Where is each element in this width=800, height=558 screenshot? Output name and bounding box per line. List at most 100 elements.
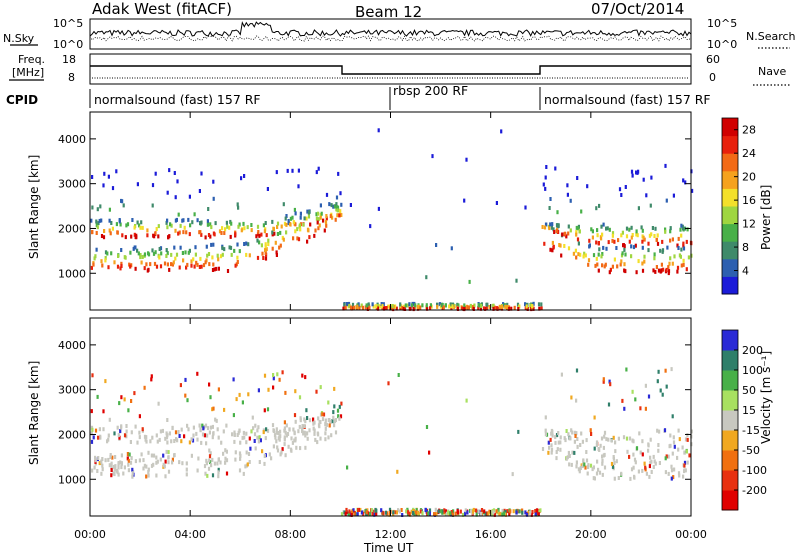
velocity-mark <box>575 368 579 373</box>
velocity-mark <box>196 371 199 376</box>
velocity-mark <box>551 433 554 438</box>
power-mark <box>317 211 320 216</box>
velocity-mark <box>101 457 104 461</box>
power-mark <box>243 174 246 178</box>
power-mark <box>329 214 332 219</box>
velocity-mark <box>217 470 220 475</box>
velocity-mark <box>677 471 681 476</box>
velocity-mark <box>686 437 689 442</box>
power-mark <box>643 254 646 259</box>
power-mark <box>577 226 580 231</box>
power-mark <box>230 221 233 226</box>
power-mark <box>166 262 169 267</box>
power-mark <box>591 229 594 234</box>
power-mark <box>377 306 380 311</box>
power-mark <box>544 175 547 180</box>
velocity-mark <box>118 401 121 406</box>
velocity-mark <box>452 509 455 514</box>
power-mark <box>469 303 472 308</box>
power-mark <box>207 207 210 211</box>
power-mark <box>134 266 137 271</box>
velocity-mark <box>333 419 337 424</box>
power-mark <box>129 264 132 269</box>
power-mark <box>95 231 98 235</box>
power-mark <box>394 304 397 309</box>
velocity-mark <box>123 397 126 402</box>
velocity-mark <box>235 397 238 402</box>
velocity-mark <box>683 460 687 465</box>
power-mark <box>485 306 488 311</box>
velocity-mark <box>347 512 350 517</box>
power-colorbar-swatch <box>722 135 738 154</box>
velocity-mark <box>650 470 653 474</box>
power-mark <box>425 275 428 280</box>
velocity-mark <box>239 456 242 461</box>
power-mark <box>263 229 266 234</box>
velocity-colorbar-swatch <box>722 430 738 451</box>
time-tick-label: 12:00 <box>375 528 407 541</box>
velocity-mark <box>557 440 560 445</box>
power-mark <box>226 224 229 229</box>
velocity-mark <box>301 424 304 428</box>
velocity-mark <box>607 402 611 407</box>
velocity-mark <box>324 437 327 442</box>
power-mark <box>299 211 302 216</box>
power-mark <box>149 262 152 267</box>
velocity-mark <box>685 449 688 454</box>
power-colorbar-label-value: 4 <box>742 265 749 278</box>
power-mark <box>630 235 633 240</box>
power-mark <box>200 171 203 176</box>
velocity-mark <box>239 453 242 458</box>
power-mark <box>635 170 638 175</box>
velocity-mark <box>597 447 600 451</box>
velocity-mark <box>217 435 220 440</box>
power-mark <box>335 202 338 207</box>
power-mark <box>567 231 570 236</box>
velocity-mark <box>98 427 101 432</box>
power-mark <box>668 261 671 266</box>
velocity-colorbar-label-value: 100 <box>742 364 763 377</box>
velocity-mark <box>102 409 105 414</box>
velocity-mark <box>617 436 620 441</box>
power-mark <box>630 225 633 230</box>
velocity-mark <box>284 430 287 435</box>
power-mark <box>182 230 185 235</box>
velocity-mark <box>333 423 336 428</box>
power-mark <box>661 239 664 244</box>
power-mark <box>404 303 407 308</box>
velocity-mark <box>225 458 229 463</box>
power-mark <box>205 244 208 249</box>
power-colorbar-swatch <box>722 188 738 207</box>
velocity-mark <box>531 510 534 514</box>
power-mark <box>600 254 603 259</box>
power-mark <box>401 305 404 310</box>
velocity-mark <box>480 508 484 512</box>
velocity-mark <box>213 461 216 466</box>
power-mark <box>662 267 665 272</box>
power-mark <box>444 303 447 308</box>
power-mark <box>173 245 176 250</box>
velocity-mark <box>550 428 553 433</box>
velocity-mark <box>308 428 311 433</box>
power-mark <box>297 184 300 189</box>
power-mark <box>245 252 248 257</box>
power-mark <box>493 305 496 310</box>
power-mark <box>403 307 407 311</box>
power-mark <box>282 237 285 242</box>
velocity-mark <box>125 429 128 434</box>
velocity-mark <box>461 512 465 517</box>
power-mark <box>622 243 625 248</box>
power-mark <box>317 166 320 171</box>
velocity-mark <box>670 367 673 372</box>
power-mark <box>641 261 644 266</box>
power-mark <box>609 267 612 272</box>
velocity-mark <box>414 510 418 515</box>
velocity-mark <box>589 428 592 433</box>
power-mark <box>582 254 585 259</box>
velocity-mark <box>278 377 281 382</box>
velocity-mark <box>407 510 410 515</box>
power-mark <box>682 258 685 263</box>
power-mark <box>461 306 464 311</box>
power-mark <box>649 203 652 208</box>
